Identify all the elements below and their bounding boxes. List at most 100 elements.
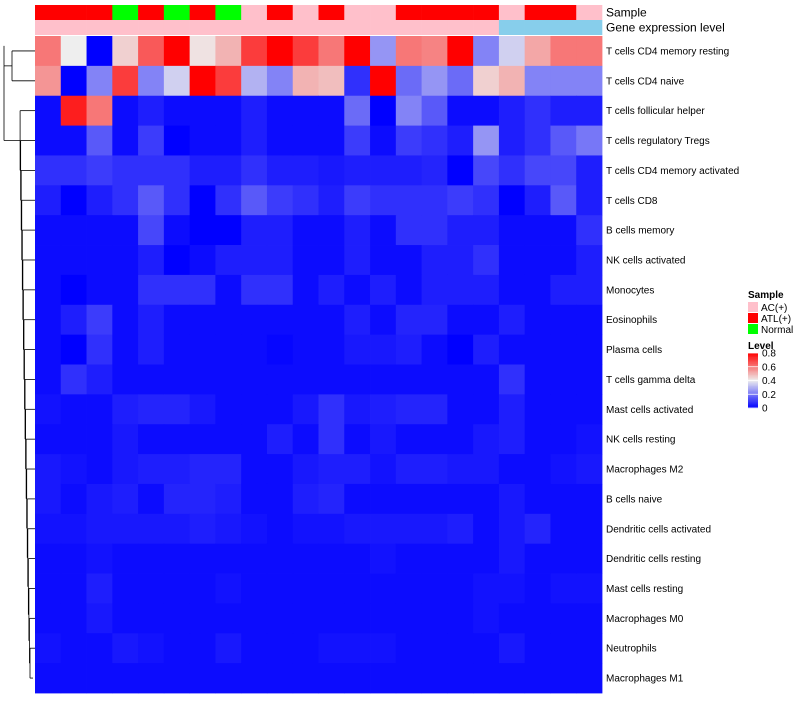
heatmap-cell <box>318 125 345 156</box>
row-label: T cells follicular helper <box>606 106 705 117</box>
sample-legend-label: Normal <box>761 325 793 336</box>
heatmap-cell <box>241 364 268 395</box>
heatmap-cell <box>138 364 165 395</box>
heatmap-cell <box>318 633 345 664</box>
heatmap-cell <box>138 304 165 336</box>
heatmap-cell <box>292 334 319 365</box>
heatmap-cell <box>344 215 371 246</box>
annotation-cell-gene-expression-level-18 <box>498 20 525 35</box>
heatmap-cell <box>370 36 397 67</box>
level-colorbar-segment <box>748 397 758 399</box>
heatmap-cell <box>112 185 139 216</box>
heatmap-cell <box>576 215 603 246</box>
heatmap-cell <box>318 36 345 67</box>
heatmap-cell <box>473 155 500 186</box>
heatmap-cell <box>524 215 551 246</box>
heatmap-cell <box>576 633 603 664</box>
heatmap-cell <box>498 334 526 365</box>
row-label: NK cells resting <box>606 435 675 446</box>
heatmap-cell <box>215 65 242 97</box>
heatmap-cell <box>421 334 448 365</box>
heatmap-cell <box>266 185 294 216</box>
heatmap-cell <box>138 633 165 664</box>
heatmap-cell <box>473 663 500 694</box>
level-legend-tick-label: 0.6 <box>762 362 776 373</box>
annotation-cell-sample-10 <box>292 5 319 20</box>
heatmap-cell <box>344 663 371 694</box>
heatmap-cell <box>86 245 113 276</box>
heatmap-cell <box>163 155 191 186</box>
heatmap-cell <box>266 573 294 604</box>
heatmap-cell <box>395 483 422 515</box>
heatmap-cell <box>344 304 371 336</box>
annotation-cell-sample-4 <box>138 5 165 20</box>
heatmap-cell <box>215 513 242 545</box>
heatmap-cell <box>292 424 319 455</box>
level-colorbar-segment <box>748 406 758 409</box>
heatmap-cell <box>163 454 191 485</box>
heatmap-cell <box>112 125 139 156</box>
heatmap-cell <box>344 573 371 604</box>
heatmap-cell <box>138 543 165 574</box>
heatmap-cell <box>473 245 500 276</box>
level-legend-tick-label: 0 <box>762 404 768 415</box>
heatmap-cell <box>370 215 397 246</box>
heatmap-cell <box>447 603 474 634</box>
heatmap-cell <box>498 424 526 455</box>
level-colorbar-segment <box>748 372 758 374</box>
heatmap-cell <box>215 663 242 694</box>
heatmap-cell <box>241 36 268 67</box>
heatmap-cell <box>370 364 397 395</box>
heatmap-cell <box>86 185 113 216</box>
heatmap-cell <box>266 513 294 545</box>
heatmap-cell <box>524 573 551 604</box>
level-colorbar-segment <box>748 354 758 357</box>
heatmap-cell <box>318 663 345 694</box>
heatmap-cell <box>318 394 345 425</box>
heatmap-cell <box>421 95 448 126</box>
heatmap-cell <box>138 513 165 545</box>
heatmap-cell <box>550 424 577 455</box>
heatmap-cell <box>550 274 577 306</box>
heatmap-cell <box>292 573 319 604</box>
annotation-cell-sample-19 <box>524 5 551 20</box>
heatmap-cell <box>112 394 139 425</box>
level-colorbar-segment <box>748 373 758 376</box>
row-label: Dendritic cells activated <box>606 524 711 535</box>
heatmap-cell <box>524 424 551 455</box>
heatmap-cell <box>292 65 319 97</box>
heatmap-cell <box>138 454 165 485</box>
heatmap-cell <box>292 394 319 425</box>
heatmap-cell <box>447 65 474 97</box>
heatmap-cell <box>395 215 422 246</box>
heatmap-cell <box>498 663 526 694</box>
heatmap-cell <box>318 603 345 634</box>
heatmap-cell <box>524 454 551 485</box>
annotation-cell-sample-18 <box>498 5 525 20</box>
heatmap-cell <box>112 304 139 336</box>
heatmap-cell <box>241 663 268 694</box>
heatmap-cell <box>112 245 139 276</box>
heatmap-cell <box>473 185 500 216</box>
level-colorbar-segment <box>748 376 758 379</box>
row-label: Mast cells activated <box>606 405 693 416</box>
row-label: Dendritic cells resting <box>606 554 701 565</box>
level-colorbar-segment <box>748 402 758 405</box>
heatmap-cell <box>189 663 216 694</box>
heatmap-cell <box>60 65 87 97</box>
heatmap-cell <box>266 454 294 485</box>
heatmap-cell <box>550 633 577 664</box>
heatmap-cell <box>421 215 448 246</box>
heatmap-cell <box>318 155 345 186</box>
heatmap-cell <box>86 215 113 246</box>
annotation-cell-gene-expression-level-8 <box>241 20 268 35</box>
heatmap-cell <box>447 185 474 216</box>
heatmap-cell <box>163 185 191 216</box>
heatmap-cell <box>370 274 397 306</box>
heatmap-cell <box>447 125 474 156</box>
heatmap-cell <box>112 573 139 604</box>
heatmap-cell <box>86 364 113 395</box>
heatmap-cell <box>473 125 500 156</box>
heatmap-cell <box>395 454 422 485</box>
heatmap-cell <box>421 573 448 604</box>
